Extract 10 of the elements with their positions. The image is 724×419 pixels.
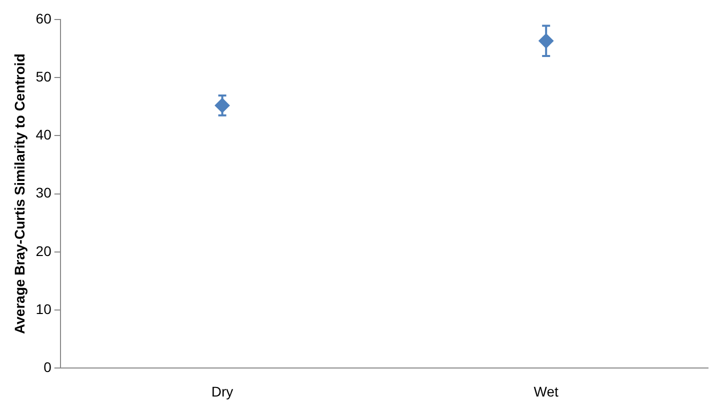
- x-tick-label: Wet: [534, 383, 559, 400]
- y-tick-label: 40: [36, 126, 52, 143]
- y-tick-label: 0: [44, 359, 52, 376]
- y-axis-title: Average Bray-Curtis Similarity to Centroid: [11, 54, 28, 334]
- y-tick-label: 30: [36, 184, 52, 201]
- x-tick-label: Dry: [211, 383, 234, 400]
- y-tick-label: 60: [36, 10, 52, 26]
- y-tick-label: 10: [36, 300, 52, 317]
- y-tick-label: 20: [36, 242, 52, 259]
- y-tick-label: 50: [36, 68, 52, 84]
